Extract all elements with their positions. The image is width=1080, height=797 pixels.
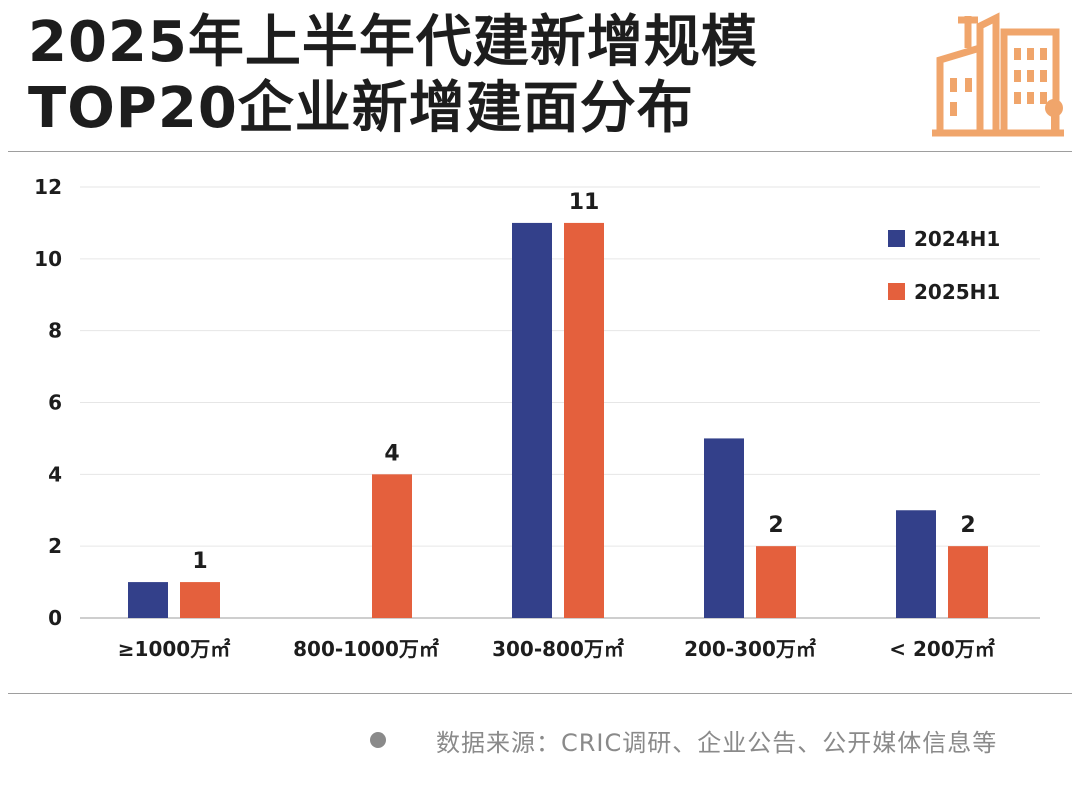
bar-2024h1 bbox=[704, 438, 744, 618]
x-category-label: < 200万㎡ bbox=[889, 637, 994, 661]
bar-2025h1 bbox=[756, 546, 796, 618]
x-category-label: 800-1000万㎡ bbox=[293, 637, 439, 661]
source-bullet-icon bbox=[370, 732, 386, 748]
legend-swatch-2025h1 bbox=[888, 283, 905, 300]
title-line-2: TOP20企业新增建面分布 bbox=[28, 76, 694, 141]
legend-label: 2024H1 bbox=[914, 227, 1000, 251]
buildings-icon bbox=[932, 12, 1064, 137]
y-tick-label: 4 bbox=[48, 462, 62, 486]
title-line-1: 2025年上半年代建新增规模 bbox=[28, 10, 758, 75]
bar-2025h1 bbox=[564, 222, 604, 618]
chart-title: 2025年上半年代建新增规模 TOP20企业新增建面分布 bbox=[28, 10, 908, 142]
x-category-label: 300-800万㎡ bbox=[492, 637, 624, 661]
bar-chart: 0 2 4 6 8 10 12 1 ≥1000万㎡ 4 800-1000万㎡ 11 300-800万㎡ 2… bbox=[34, 175, 1040, 661]
bar-2025h1 bbox=[180, 582, 220, 618]
data-label: 4 bbox=[384, 441, 399, 466]
y-tick-label: 12 bbox=[34, 175, 62, 199]
bar-2025h1 bbox=[372, 474, 412, 618]
legend-label: 2025H1 bbox=[914, 280, 1000, 304]
source-note: 数据来源：CRIC调研、企业公告、公开媒体信息等 bbox=[370, 722, 997, 758]
bar-2024h1 bbox=[512, 222, 552, 618]
data-label: 2 bbox=[960, 513, 975, 538]
y-tick-label: 10 bbox=[34, 247, 62, 271]
y-tick-label: 0 bbox=[48, 606, 62, 630]
bar-2024h1 bbox=[896, 510, 936, 618]
legend-swatch-2024h1 bbox=[888, 230, 905, 247]
data-label: 1 bbox=[192, 549, 207, 574]
bar-2025h1 bbox=[948, 546, 988, 618]
y-tick-label: 8 bbox=[48, 319, 62, 343]
x-category-label: ≥1000万㎡ bbox=[118, 637, 230, 661]
top-divider bbox=[8, 151, 1072, 152]
x-category-label: 200-300万㎡ bbox=[684, 637, 816, 661]
source-text: 数据来源：CRIC调研、企业公告、公开媒体信息等 bbox=[436, 728, 998, 757]
bar-2024h1 bbox=[128, 582, 168, 618]
data-label: 2 bbox=[768, 513, 783, 538]
data-label: 11 bbox=[569, 190, 600, 215]
y-tick-label: 6 bbox=[48, 391, 62, 415]
y-tick-label: 2 bbox=[48, 534, 62, 558]
bottom-divider bbox=[8, 693, 1072, 694]
